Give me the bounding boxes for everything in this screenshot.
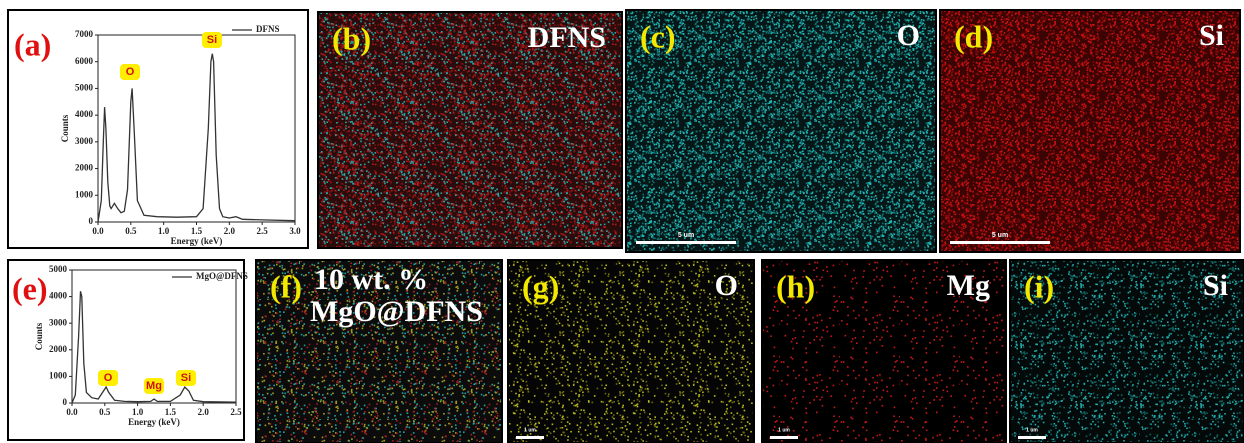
x-tick-label: 1.5 — [191, 226, 203, 236]
map-title: O — [715, 269, 738, 302]
y-tick-label: 0 — [63, 397, 68, 407]
scale-bar — [950, 241, 1050, 244]
peak-annotation: O — [104, 372, 113, 384]
panel-label: (g) — [522, 268, 559, 304]
scale-bar — [1018, 436, 1046, 439]
y-axis-label: Counts — [60, 114, 70, 142]
peak-annotation: Mg — [146, 380, 162, 392]
x-tick-label: 1.0 — [132, 407, 144, 417]
y-axis-label: Counts — [34, 322, 44, 350]
scale-bar-label: 5 um — [678, 232, 694, 239]
x-tick-label: 0.5 — [125, 226, 137, 236]
x-tick-label: 2.5 — [230, 407, 242, 417]
y-tick-label: 1000 — [49, 370, 68, 380]
x-axis-label: Energy (keV) — [171, 236, 223, 246]
x-tick-label: 1.5 — [165, 407, 177, 417]
panel-label: (a) — [14, 26, 51, 62]
y-tick-label: 7000 — [75, 29, 94, 39]
scale-bar-label: 1 um — [524, 427, 536, 433]
x-tick-label: 0.0 — [66, 407, 78, 417]
panel-label: (i) — [1024, 268, 1054, 304]
scale-bar — [770, 436, 798, 439]
x-axis-label: Energy (keV) — [128, 417, 180, 427]
scale-bar-label: 1 um — [1026, 427, 1038, 433]
x-tick-label: 1.0 — [158, 226, 170, 236]
y-tick-label: 5000 — [49, 264, 68, 274]
x-tick-label: 2.0 — [224, 226, 236, 236]
peak-annotation: Si — [207, 34, 217, 46]
y-tick-label: 2000 — [49, 344, 68, 354]
map-title: DFNS — [528, 21, 606, 54]
map-title: O — [897, 19, 920, 52]
y-tick-label: 5000 — [75, 82, 94, 92]
y-tick-label: 1000 — [75, 189, 94, 199]
map-title: 10 wt. % — [314, 263, 428, 296]
x-tick-label: 2.5 — [257, 226, 269, 236]
y-tick-label: 3000 — [75, 136, 94, 146]
panel-label: (c) — [640, 18, 676, 54]
x-tick-label: 0.0 — [92, 226, 104, 236]
panel-label: (f) — [270, 268, 302, 304]
y-tick-label: 2000 — [75, 163, 94, 173]
y-tick-label: 3000 — [49, 317, 68, 327]
panel-label: (d) — [954, 18, 993, 54]
map-title: Si — [1199, 19, 1224, 52]
legend-label: MgO@DFNS — [196, 271, 248, 281]
x-tick-label: 3.0 — [289, 226, 301, 236]
y-tick-label: 4000 — [75, 109, 94, 119]
peak-annotation: O — [126, 66, 135, 78]
map-title: MgO@DFNS — [310, 295, 483, 328]
x-tick-label: 2.0 — [198, 407, 210, 417]
x-tick-label: 0.5 — [99, 407, 111, 417]
panel-frame — [8, 10, 308, 248]
panel-label: (h) — [776, 268, 815, 304]
page: {"chart_data": [ {"type": "line", "panel… — [0, 0, 1244, 443]
scale-bar-label: 5 um — [992, 232, 1008, 239]
y-tick-label: 0 — [89, 216, 94, 226]
y-tick-label: 4000 — [49, 291, 68, 301]
scale-bar — [636, 241, 736, 244]
map-title: Mg — [947, 269, 990, 302]
scale-bar-label: 1 um — [778, 427, 790, 433]
figure: 0 1000 2000 3000 4000 5000 6000 7000 0.0 0.5 1.0 1.… — [0, 0, 1244, 443]
y-tick-label: 6000 — [75, 56, 94, 66]
legend-label: DFNS — [256, 24, 280, 34]
scale-bar — [516, 436, 544, 439]
panel-label: (b) — [332, 20, 371, 56]
peak-annotation: Si — [181, 372, 191, 384]
map-title: Si — [1203, 269, 1228, 302]
panel-label: (e) — [12, 270, 48, 306]
